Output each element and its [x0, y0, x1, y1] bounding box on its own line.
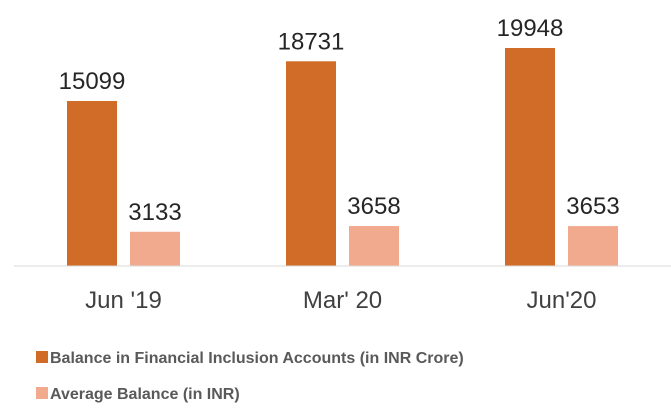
data-label: 3653 — [566, 193, 619, 220]
x-tick-label: Jun '19 — [85, 287, 162, 314]
bar — [130, 231, 180, 266]
x-tick-label: Mar' 20 — [303, 287, 382, 314]
data-label: 19948 — [497, 15, 564, 42]
data-label: 18731 — [278, 28, 345, 55]
bar — [568, 226, 618, 266]
data-label: 3133 — [128, 199, 181, 226]
legend-label: Average Balance (in INR) — [50, 386, 240, 403]
bar — [505, 48, 555, 266]
legend-swatch — [36, 351, 48, 363]
bar — [286, 61, 336, 266]
data-label: 3658 — [347, 193, 400, 220]
x-tick-label: Jun'20 — [527, 287, 597, 314]
data-label: 15099 — [59, 68, 126, 95]
bar — [349, 226, 399, 266]
legend-label: Balance in Financial Inclusion Accounts … — [50, 350, 464, 367]
legend-swatch — [36, 387, 48, 399]
bar — [67, 100, 117, 266]
